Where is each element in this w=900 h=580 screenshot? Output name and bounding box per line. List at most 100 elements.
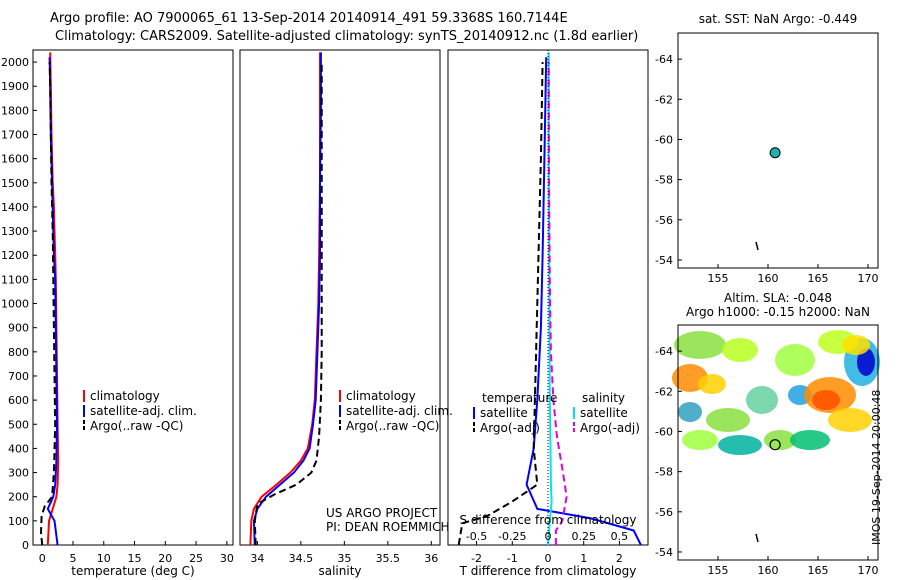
salinity-x-tick-label-4: 36 — [424, 552, 438, 565]
depth-tick-label-5: 500 — [8, 418, 29, 431]
differences-series-1 — [457, 62, 544, 546]
sst_map-ytick-label-3: -60 — [655, 133, 673, 146]
sla-field-patch-10 — [812, 390, 840, 410]
sst_map-ytick-label-2: -58 — [655, 174, 673, 187]
sst_map-float-track — [755, 241, 759, 251]
sla-field-patch-17 — [682, 430, 718, 450]
temperature-x-tick-label-5: 25 — [189, 552, 203, 565]
depth-tick-label-11: 1100 — [1, 273, 29, 286]
sla-map-title-1: Altim. SLA: -0.048 — [724, 291, 832, 305]
sdiff-tick-label-4: 0.5 — [611, 530, 629, 543]
legend-salinity-title: salinity — [582, 391, 625, 405]
diff-legend-label-1: Argo(-adj) — [480, 421, 540, 435]
pi-annotation-0: US ARGO PROJECT — [326, 506, 438, 520]
sla-float-marker-0 — [769, 439, 781, 451]
sla_map-xtick-label-2: 165 — [808, 564, 829, 577]
salinity-legend-label-1: satellite-adj. clim. — [346, 404, 453, 418]
depth-tick-label-8: 800 — [8, 346, 29, 359]
temperature-series-2 — [39, 62, 57, 546]
differences-x-tick-label-3: 1 — [580, 552, 587, 565]
salinity-legend-label-0: climatology — [346, 389, 416, 403]
sla-field-patch-2 — [698, 374, 726, 394]
sla-field-patch-15 — [718, 435, 762, 455]
sst_map-xtick-label-1: 160 — [758, 272, 779, 285]
differences-series-3 — [547, 62, 568, 545]
sst_map-ytick-label-1: -56 — [655, 214, 673, 227]
differences-x-tick-label-4: 2 — [616, 552, 623, 565]
salinity-legend-label-2: Argo(..raw -QC) — [346, 419, 439, 433]
sdiff-tick-label-2: 0 — [545, 530, 552, 543]
temperature-x-tick-label-1: 5 — [70, 552, 77, 565]
depth-tick-label-15: 1500 — [1, 177, 29, 190]
sla-field-patch-6 — [775, 344, 815, 376]
depth-tick-label-12: 1200 — [1, 249, 29, 262]
sla-field-patch-18 — [842, 335, 870, 355]
depth-tick-label-3: 300 — [8, 467, 29, 480]
salinity-x-tick-label-0: 34 — [250, 552, 264, 565]
page-title-line1: Argo profile: AO 7900065_61 13-Sep-2014 … — [50, 11, 568, 26]
sla-field-patch-16 — [790, 430, 830, 450]
sla_map-ytick-label-5: -64 — [655, 345, 673, 358]
sla_map-xtick-label-1: 160 — [758, 564, 779, 577]
depth-tick-label-19: 1900 — [1, 80, 29, 93]
sla_map-xtick-label-3: 170 — [858, 564, 879, 577]
sst_map-frame — [677, 32, 879, 269]
depth-tick-label-6: 600 — [8, 394, 29, 407]
sla-field-patch-11 — [828, 408, 872, 432]
depth-tick-label-9: 900 — [8, 322, 29, 335]
legend-temperature-title: temperature — [482, 391, 557, 405]
temperature-x-tick-label-2: 10 — [97, 552, 111, 565]
depth-tick-label-20: 2000 — [1, 56, 29, 69]
diff-legend-label-0: satellite — [480, 406, 528, 420]
sdiff-tick-label-1: -0.25 — [498, 530, 526, 543]
page-title-line2: Climatology: CARS2009. Satellite-adjuste… — [55, 29, 639, 44]
sst-float-marker-0 — [769, 147, 781, 159]
sla-field-patch-5 — [746, 386, 778, 414]
sla_map-ytick-label-0: -54 — [655, 546, 673, 559]
sst_map-xtick-label-2: 165 — [808, 272, 829, 285]
temperature-xlabel: temperature (deg C) — [71, 564, 194, 578]
depth-tick-label-18: 1800 — [1, 104, 29, 117]
sla_map-frame — [677, 324, 879, 561]
differences-xlabel: T difference from climatology — [459, 564, 637, 578]
sla-field-patch-0 — [674, 331, 726, 359]
temperature-frame — [32, 49, 234, 546]
temperature-x-tick-label-6: 30 — [220, 552, 234, 565]
sla_map-float-track — [755, 533, 759, 543]
salinity-series-0 — [249, 52, 321, 546]
diff-legend-label-3: Argo(-adj) — [580, 421, 640, 435]
depth-tick-label-13: 1300 — [1, 225, 29, 238]
differences-x-tick-label-2: 0 — [545, 552, 552, 565]
sla_map-ytick-label-3: -60 — [655, 425, 673, 438]
temperature-legend-label-1: satellite-adj. clim. — [90, 404, 197, 418]
salinity-x-tick-label-1: 34.5 — [289, 552, 314, 565]
depth-tick-label-10: 1000 — [1, 298, 29, 311]
sdiff-tick-label-0: -0.5 — [466, 530, 487, 543]
salinity-frame — [239, 49, 441, 546]
sst_map-ytick-label-4: -62 — [655, 93, 673, 106]
depth-tick-label-1: 100 — [8, 515, 29, 528]
salinity-series-1 — [252, 52, 322, 546]
sla-field-patch-19 — [678, 402, 702, 422]
sdiff-tick-label-3: 0.25 — [571, 530, 596, 543]
sla-field-patch-13 — [857, 348, 875, 376]
differences-x-tick-label-0: -2 — [471, 552, 482, 565]
temperature-x-tick-label-3: 15 — [128, 552, 142, 565]
sst-map-title: sat. SST: NaN Argo: -0.449 — [699, 12, 858, 26]
salinity-x-tick-label-3: 35.5 — [376, 552, 401, 565]
sla_map-ytick-label-2: -58 — [655, 466, 673, 479]
sla_map-ytick-label-4: -62 — [655, 385, 673, 398]
differences-x-tick-label-1: -1 — [507, 552, 518, 565]
salinity-x-tick-label-2: 35 — [337, 552, 351, 565]
sla-field-patch-8 — [764, 430, 796, 450]
depth-tick-label-7: 700 — [8, 370, 29, 383]
temperature-series-1 — [46, 57, 59, 546]
temperature-x-tick-label-4: 20 — [158, 552, 172, 565]
sst_map-ytick-label-0: -54 — [655, 254, 673, 267]
salinity-xlabel: salinity — [318, 564, 361, 578]
temperature-legend-label-0: climatology — [90, 389, 160, 403]
depth-tick-label-17: 1700 — [1, 129, 29, 142]
temperature-x-tick-label-0: 0 — [39, 552, 46, 565]
salinity-series-2 — [253, 62, 323, 546]
